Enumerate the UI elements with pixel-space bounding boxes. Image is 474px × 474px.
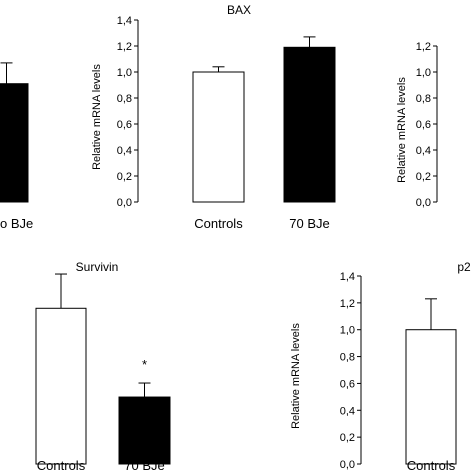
bar-70-bje (283, 46, 336, 203)
y-tick-label: 1,2 (416, 41, 431, 53)
bar-70-bje (0, 83, 29, 203)
chart-title: BAX (227, 3, 251, 17)
chart-panel-3: 0,0 0,2 0,4 0,6 0,8 1,0 1,2 Relative mRNA level… (396, 41, 438, 209)
chart-panel-4: Survivin * Controls 70 BJe (35, 260, 171, 473)
y-tick-label: 0,4 (416, 145, 431, 157)
y-tick-label: 0,8 (340, 352, 355, 364)
y-tick-label: 0,2 (117, 171, 132, 183)
y-tick-label: 1,2 (340, 298, 355, 310)
chart-panel-1: *o BJe (0, 62, 33, 231)
y-tick-label: 0,4 (340, 405, 355, 417)
y-tick-label: 0,2 (416, 171, 431, 183)
y-axis-label: Relative mRNA levels (396, 77, 408, 183)
chart-title: p2 (457, 260, 471, 274)
y-tick-label: 0,0 (117, 197, 132, 209)
y-axis-label: Relative mRNA levels (91, 64, 103, 170)
x-category-label: Controls (194, 216, 243, 231)
chart-title: Survivin (76, 260, 119, 274)
y-tick-label: 0,6 (117, 119, 132, 131)
y-tick-label: 1,4 (117, 15, 132, 27)
y-tick-label: 1,0 (416, 67, 431, 79)
bar-controls (405, 329, 457, 465)
y-tick-label: 0,0 (416, 197, 431, 209)
y-tick-label: 1,0 (340, 325, 355, 337)
bar-controls (192, 71, 245, 203)
y-tick-label: 0,0 (340, 459, 355, 471)
y-tick-label: 0,8 (117, 93, 132, 105)
y-tick-label: 1,4 (340, 271, 355, 283)
y-tick-label: 0,6 (416, 119, 431, 131)
y-axis-label: Relative mRNA levels (290, 323, 302, 429)
y-tick-label: 0,4 (117, 145, 132, 157)
chart-panel-2: BAX 0,0 0,2 0,4 0,6 0,8 1,0 1,2 1,4 Relative mRNA… (91, 3, 336, 231)
y-tick-label: 1,0 (117, 67, 132, 79)
chart-panel-5: p2 0,0 0,2 0,4 0,6 0,8 1,0 1,2 1,4 Relative mRNA … (290, 260, 471, 473)
x-category-label: 70 BJe (289, 216, 329, 231)
x-category-label: o BJe (0, 216, 33, 231)
x-category-label: Controls (37, 458, 86, 473)
y-tick-label: 1,2 (117, 41, 132, 53)
y-tick-label: 0,8 (416, 93, 431, 105)
bar-70-bje (118, 396, 171, 465)
significance-marker: * (142, 357, 147, 372)
x-category-label: Controls (407, 458, 456, 473)
y-tick-label: 0,6 (340, 378, 355, 390)
x-category-label: 70 BJe (124, 458, 164, 473)
bar-controls (35, 307, 87, 465)
y-tick-label: 0,2 (340, 432, 355, 444)
